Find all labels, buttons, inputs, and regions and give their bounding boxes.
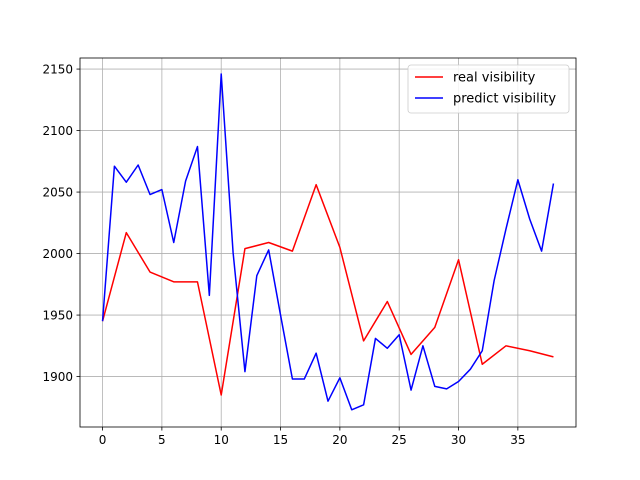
y-tick-label: 2100	[42, 124, 73, 138]
series-line-0	[101, 183, 554, 396]
x-tick-label: 10	[214, 433, 229, 447]
legend: real visibility predict visibility	[407, 64, 570, 114]
y-tick-label: 2000	[42, 247, 73, 261]
series-lines	[101, 73, 555, 411]
legend-label: real visibility	[453, 71, 536, 86]
x-tick-label: 25	[392, 433, 407, 447]
plot-frame	[79, 57, 577, 428]
legend-label: predict visibility	[453, 92, 556, 107]
x-tick-label: 35	[510, 433, 525, 447]
x-tick-label: 15	[273, 433, 288, 447]
y-tick-label: 2050	[42, 186, 73, 200]
y-axis-ticks: 1900 1950 2000 2050 2100 2150	[42, 63, 80, 384]
y-tick-label: 1900	[42, 370, 73, 384]
y-tick-label: 1950	[42, 309, 73, 323]
x-tick-label: 5	[158, 433, 166, 447]
x-axis-ticks: 0 5 10 15 20 25 30 35	[99, 427, 525, 447]
x-tick-label: 0	[99, 433, 107, 447]
x-tick-label: 20	[332, 433, 347, 447]
legend-box	[407, 64, 570, 114]
x-tick-label: 30	[451, 433, 466, 447]
series-line-1	[101, 73, 555, 411]
y-tick-label: 2150	[42, 63, 73, 77]
